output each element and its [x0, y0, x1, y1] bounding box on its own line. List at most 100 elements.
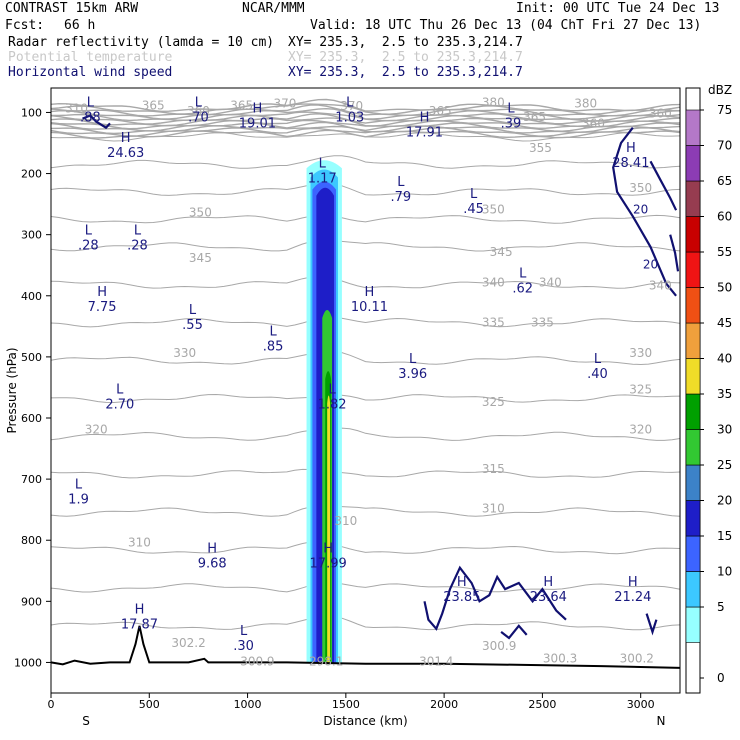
extremum-value: .30: [233, 639, 254, 654]
extremum-type: L: [87, 95, 95, 110]
theta-label: 365: [142, 98, 165, 112]
extremum-high: H17.99: [310, 541, 347, 571]
colorbar-unit: dBZ: [708, 83, 732, 97]
extremum-low: L.45: [463, 187, 484, 217]
theta-line: [50, 582, 681, 593]
terrain-line: [50, 625, 681, 669]
extremum-value: 2.70: [105, 398, 134, 413]
extremum-type: L: [134, 224, 142, 239]
field-1-xy: XY= 235.3, 2.5 to 235.3,214.7: [288, 35, 523, 50]
extremum-type: L: [319, 156, 327, 171]
theta-line: [50, 393, 681, 404]
extremum-low: L.28: [78, 224, 99, 254]
extremum-value: .28: [78, 239, 99, 254]
x-axis-label: Distance (km): [323, 714, 407, 728]
colorbar-swatch-5: [685, 606, 701, 643]
colorbar-label: 10: [717, 565, 732, 579]
extremum-type: H: [323, 541, 333, 556]
theta-line: [50, 239, 681, 252]
theta-label: 300.2: [620, 651, 654, 665]
extremum-high: H23.64: [530, 575, 567, 605]
extremum-value: 1.03: [335, 110, 364, 125]
theta-line: [50, 132, 681, 142]
terrain: [50, 625, 681, 669]
extremum-low: L1.03: [335, 95, 364, 125]
theta-line: [50, 98, 681, 113]
extremum-value: 23.85: [443, 590, 480, 605]
extremum-type: H: [420, 111, 430, 126]
theta-label: 310: [482, 502, 505, 516]
colorbar-swatch-75: [685, 109, 701, 146]
extremum-value: .88: [80, 110, 101, 125]
north-label: N: [657, 714, 666, 728]
wind-contours: [82, 114, 680, 640]
extremum-low: L.79: [391, 175, 412, 205]
init-time: Init: 00 UTC Tue 24 Dec 13: [516, 1, 720, 16]
plot-frame: [50, 87, 681, 694]
extremum-high: H10.11: [351, 285, 388, 315]
extremum-low: L.62: [512, 266, 533, 296]
x-tick-label: 3000: [627, 698, 655, 711]
theta-label: 301.4: [419, 655, 453, 669]
theta-line: [50, 155, 681, 169]
theta-label: 355: [529, 141, 552, 155]
y-axis-label: Pressure (hPa): [5, 347, 19, 433]
theta-label: 370: [273, 97, 296, 111]
extremum-type: H: [121, 131, 131, 146]
colorbar-swatch-50: [685, 287, 701, 324]
extremum-low: L2.70: [105, 383, 134, 413]
extremum-type: L: [269, 325, 277, 340]
extremum-type: H: [207, 541, 217, 556]
theta-labels: 310 365 360 365 370 370 365 380 380 365 360 360 355 3…: [65, 95, 672, 668]
colorbar-label: 70: [717, 139, 732, 153]
y-tick-label: 400: [21, 290, 42, 303]
extremum-type: L: [346, 95, 354, 110]
extremum-type: L: [116, 383, 124, 398]
theta-contours: [50, 98, 681, 631]
colorbar-swatch-65: [685, 180, 701, 217]
colorbar-label: 20: [717, 494, 732, 508]
theta-label: 310: [65, 101, 88, 115]
theta-label: 300.9: [482, 639, 516, 653]
theta-line: [50, 214, 681, 224]
theta-label: 340: [482, 276, 505, 290]
y-tick-label: 100: [21, 106, 42, 119]
theta-line: [50, 275, 681, 289]
colorbar-label: 45: [717, 316, 732, 330]
y-tick-label: 300: [21, 229, 42, 242]
wind-contour: [645, 613, 658, 636]
extremum-value: 19.01: [239, 116, 276, 131]
colorbar-swatch-45: [685, 322, 701, 359]
extremum-value: 1.17: [308, 171, 337, 186]
x-tick-label: 1500: [332, 698, 360, 711]
extremum-value: 24.63: [107, 146, 144, 161]
extremum-type: L: [75, 477, 83, 492]
extremum-type: H: [626, 141, 636, 156]
extremum-type: H: [97, 285, 107, 300]
extremum-type: L: [85, 224, 93, 239]
extremum-low: L.39: [501, 101, 522, 131]
theta-label: 315: [482, 462, 505, 476]
theta-label: 340: [649, 279, 672, 293]
theta-label: 380: [574, 97, 597, 111]
colorbar-label: 75: [717, 103, 732, 117]
extremum-value: 10.11: [351, 300, 388, 315]
theta-line: [50, 541, 681, 555]
extremum-value: .62: [512, 281, 533, 296]
extremum-low: L3.96: [398, 352, 427, 382]
theta-label: 365: [230, 98, 253, 112]
extremum-type: L: [189, 303, 197, 318]
fcst-label: Fcst:: [5, 18, 45, 33]
extremum-value: 1.9: [68, 492, 89, 507]
y-tick-label: 800: [21, 534, 42, 547]
extremum-value: 7.75: [88, 300, 117, 315]
extremum-type: H: [253, 101, 263, 116]
extremum-low: L.70: [188, 95, 209, 125]
wind-contour: [500, 624, 528, 640]
extremum-low: L.85: [263, 325, 284, 355]
extremum-low: L.55: [182, 303, 203, 333]
colorbar-swatch-15: [685, 535, 701, 572]
extremum-value: .39: [501, 116, 522, 131]
wind-contour: [669, 234, 680, 272]
